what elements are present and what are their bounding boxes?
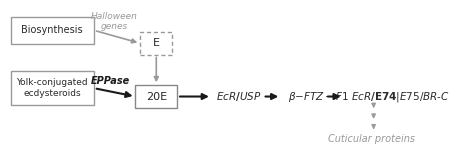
Text: $\mathbf{\it{EcR}}$$\mathbf{/E74}$$\mathit{|E75/BR\text{-}C}$: $\mathbf{\it{EcR}}$$\mathbf{/E74}$$\math… bbox=[350, 90, 449, 104]
Text: Cuticular proteins: Cuticular proteins bbox=[328, 135, 415, 144]
Text: Yolk-conjugated
ecdysteroids: Yolk-conjugated ecdysteroids bbox=[17, 78, 88, 98]
Text: 20E: 20E bbox=[146, 92, 167, 102]
FancyBboxPatch shape bbox=[140, 32, 173, 55]
Text: $\mathbf{\it{EcR}}$$\mathbf{/}$$\mathbf{\it{USP}}$: $\mathbf{\it{EcR}}$$\mathbf{/}$$\mathbf{… bbox=[217, 90, 262, 103]
FancyBboxPatch shape bbox=[136, 85, 177, 108]
Text: $\mathbf{\it{\beta}}$$\mathbf{\it{-FTZ-F1}}$: $\mathbf{\it{\beta}}$$\mathbf{\it{-FTZ-F… bbox=[288, 90, 349, 104]
Text: EPPase: EPPase bbox=[91, 76, 130, 86]
FancyBboxPatch shape bbox=[10, 17, 94, 44]
FancyBboxPatch shape bbox=[10, 71, 94, 105]
Text: Biosynthesis: Biosynthesis bbox=[21, 25, 83, 35]
Text: E: E bbox=[153, 38, 160, 48]
Text: Halloween
genes: Halloween genes bbox=[91, 12, 138, 31]
